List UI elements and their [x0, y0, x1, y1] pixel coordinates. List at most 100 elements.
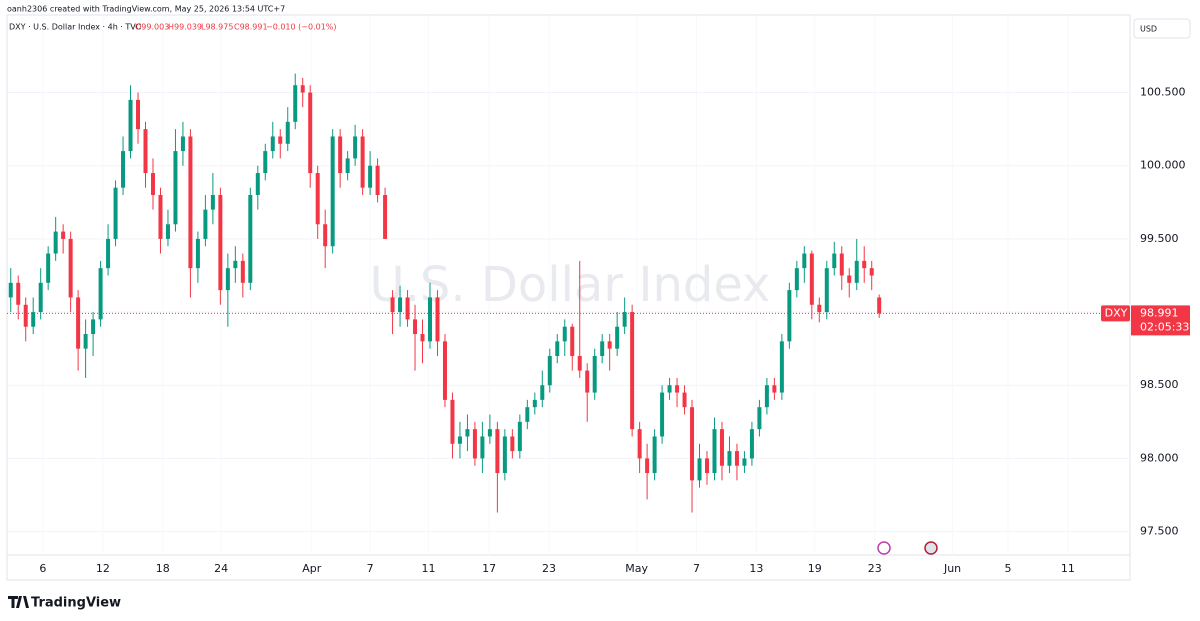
- candle-body: [727, 451, 732, 466]
- candle-body: [757, 407, 762, 430]
- x-tick-label: 19: [808, 562, 822, 575]
- candle-body: [682, 392, 687, 408]
- candle-body: [330, 136, 335, 247]
- candle-body: [742, 458, 747, 466]
- y-tick-label: 100.000: [1140, 159, 1186, 172]
- candle-body: [210, 195, 215, 210]
- candle-body: [121, 151, 126, 188]
- candle-body: [690, 407, 695, 481]
- credit: oanh2306 created with TradingView.com, M…: [7, 5, 285, 14]
- candle-body: [615, 326, 620, 349]
- candle-body: [712, 429, 717, 474]
- candle-body: [540, 385, 545, 400]
- candle-body: [323, 224, 328, 247]
- candle-body: [697, 458, 702, 481]
- x-tick-label: 23: [542, 562, 556, 575]
- x-tick-label: 11: [1061, 562, 1075, 575]
- candle-body: [31, 312, 36, 327]
- candle-body: [368, 165, 373, 188]
- candle-body: [824, 268, 829, 313]
- x-tick-label: May: [625, 562, 648, 575]
- candle-body: [869, 268, 874, 276]
- candle-body: [375, 165, 380, 195]
- candle-body: [457, 436, 462, 444]
- candle-body: [225, 268, 230, 291]
- candle-body: [233, 260, 238, 269]
- candle-body: [749, 429, 754, 459]
- candle-body: [308, 92, 313, 174]
- symbol-tag: [1101, 305, 1130, 322]
- event-icon[interactable]: [877, 541, 891, 555]
- logo-mark: [8, 596, 29, 608]
- candle-body: [547, 355, 552, 386]
- candle-body: [390, 297, 395, 313]
- currency[interactable]: USD: [1140, 25, 1157, 34]
- candle-body: [787, 290, 792, 342]
- candle-body: [502, 436, 507, 474]
- candle-body: [128, 99, 133, 152]
- flag-icon[interactable]: [924, 541, 938, 555]
- candle-body: [570, 326, 575, 356]
- candle-body: [832, 253, 837, 269]
- candle-body: [532, 399, 537, 408]
- candle-body: [195, 238, 200, 269]
- candle-body: [442, 341, 447, 400]
- x-tick-label: 7: [693, 562, 700, 575]
- candle-body: [847, 275, 852, 283]
- candle-body: [158, 195, 163, 239]
- candle-body: [794, 268, 799, 291]
- ohlc-open: O99.003: [135, 23, 169, 32]
- ohlc-high: H99.039: [168, 23, 202, 32]
- x-tick-label: 13: [749, 562, 763, 575]
- price-tag-countdown: 02:05:33: [1140, 320, 1189, 333]
- candle-body: [667, 385, 672, 393]
- logo-text: TradingView: [31, 596, 121, 611]
- x-tick-label: Apr: [302, 562, 322, 575]
- candle-body: [98, 268, 103, 320]
- candle-body: [338, 136, 343, 174]
- candle-body: [802, 253, 807, 269]
- candle-body: [46, 253, 51, 283]
- candle-body: [255, 173, 260, 195]
- price-tag: [1131, 305, 1190, 336]
- candle-body: [450, 399, 455, 444]
- y-tick-label: 100.500: [1140, 86, 1186, 99]
- candle-body: [480, 436, 485, 459]
- candle-body: [465, 429, 470, 437]
- candle-body: [353, 136, 358, 159]
- x-tick-label: 18: [156, 562, 170, 575]
- candle-body: [705, 458, 710, 474]
- candle-body: [83, 334, 88, 349]
- x-tick-label: 12: [96, 562, 110, 575]
- plot-frame: [6, 14, 1131, 581]
- candle-body: [817, 304, 822, 313]
- currency-box[interactable]: [1133, 18, 1191, 39]
- candle-body: [8, 282, 13, 298]
- candle-body: [562, 326, 567, 342]
- candle-body: [585, 370, 590, 393]
- ohlc-close: C98.991: [234, 23, 268, 32]
- candle-body: [53, 231, 58, 254]
- y-tick-label: 97.500: [1140, 525, 1179, 538]
- candle-body: [607, 341, 612, 349]
- candle-body: [637, 429, 642, 459]
- candle-body: [23, 304, 28, 327]
- candles: [8, 73, 882, 513]
- candle-body: [398, 297, 403, 313]
- candle-body: [772, 385, 777, 393]
- candle-body: [405, 297, 410, 320]
- candle-body: [645, 458, 650, 474]
- candle-body: [413, 319, 418, 335]
- x-tick-label: 11: [421, 562, 435, 575]
- candle-body: [240, 260, 245, 283]
- candle-body: [652, 436, 657, 474]
- candle-body: [517, 421, 522, 452]
- x-tick-label: 24: [214, 562, 228, 575]
- candle-body: [91, 319, 96, 335]
- candle-body: [173, 151, 178, 225]
- x-tick-label: 23: [868, 562, 882, 575]
- candle-body: [734, 451, 739, 466]
- candle-body: [495, 429, 500, 474]
- candle-body: [345, 158, 350, 174]
